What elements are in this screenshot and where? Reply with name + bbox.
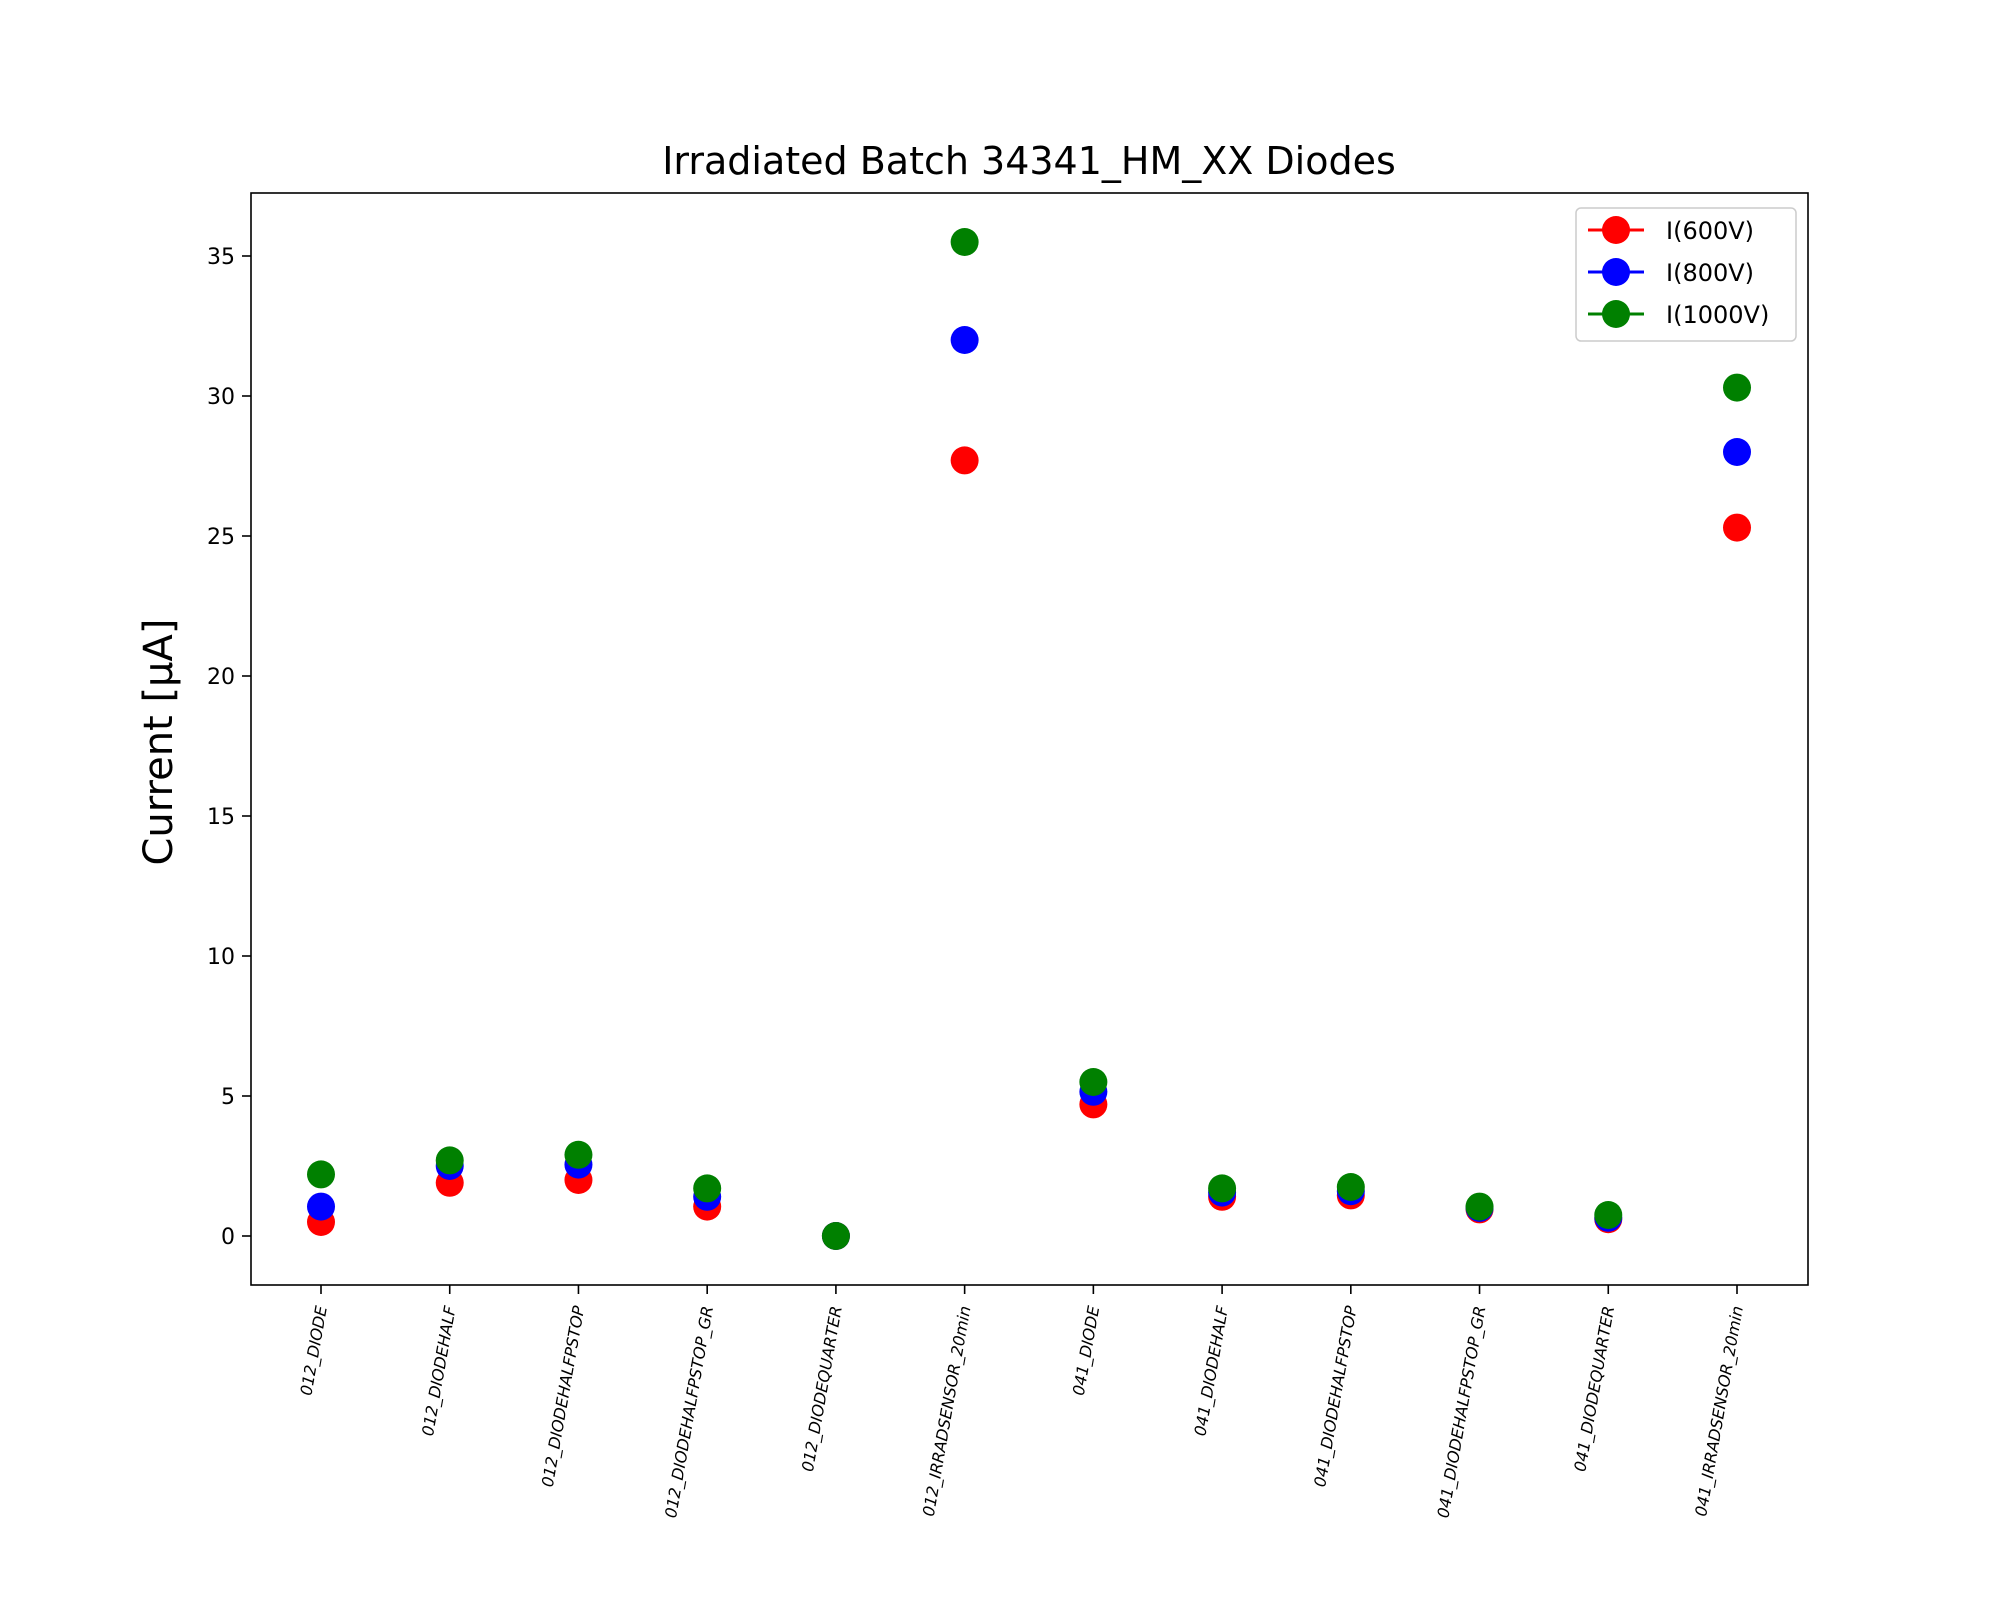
y-tick-label: 0 bbox=[221, 1225, 235, 1250]
y-tick-label: 10 bbox=[207, 945, 235, 970]
data-point bbox=[1723, 513, 1751, 542]
data-point bbox=[1594, 1201, 1623, 1229]
y-tick-label: 25 bbox=[207, 525, 235, 550]
data-point bbox=[307, 1192, 335, 1221]
legend-entry: I(800V) bbox=[1588, 258, 1754, 287]
legend-label: I(600V) bbox=[1666, 217, 1754, 245]
data-point bbox=[564, 1140, 593, 1169]
legend-marker bbox=[1602, 300, 1630, 328]
y-tick-label: 20 bbox=[207, 665, 235, 690]
data-point bbox=[1723, 438, 1751, 466]
legend-entry: I(600V) bbox=[1588, 216, 1754, 245]
legend-entry: I(1000V) bbox=[1588, 300, 1769, 329]
y-axis: 0 5 10 15 20 25 30 35 bbox=[207, 245, 251, 1250]
data-point bbox=[435, 1146, 464, 1175]
series-2 bbox=[307, 228, 1751, 1250]
legend-label: I(1000V) bbox=[1666, 301, 1769, 329]
data-point bbox=[1336, 1173, 1365, 1201]
legend: I(600V) I(800V) I(1000V) bbox=[1575, 207, 1797, 342]
legend-frame bbox=[1575, 207, 1797, 342]
legend-label: I(800V) bbox=[1666, 259, 1754, 287]
y-tick-label: 15 bbox=[207, 805, 235, 830]
legend-marker bbox=[1602, 216, 1630, 244]
data-point bbox=[950, 326, 979, 354]
data-point bbox=[1208, 1174, 1237, 1203]
data-point bbox=[950, 228, 979, 256]
chart-title: Irradiated Batch 34341_HM_XX Diodes bbox=[662, 139, 1396, 183]
data-point bbox=[1079, 1068, 1108, 1096]
y-tick-label: 35 bbox=[207, 245, 235, 270]
data-point bbox=[307, 1160, 335, 1189]
data-point bbox=[693, 1174, 722, 1203]
y-tick-label: 30 bbox=[207, 385, 235, 410]
data-point bbox=[950, 446, 979, 475]
y-axis-label: Current [μA] bbox=[136, 619, 182, 866]
data-point bbox=[1465, 1192, 1494, 1221]
y-tick-label: 5 bbox=[221, 1085, 235, 1110]
legend-marker bbox=[1602, 258, 1630, 286]
data-point bbox=[1723, 373, 1751, 402]
plot-area bbox=[307, 228, 1751, 1250]
data-point bbox=[821, 1222, 850, 1250]
axes-frame bbox=[250, 192, 1809, 1286]
